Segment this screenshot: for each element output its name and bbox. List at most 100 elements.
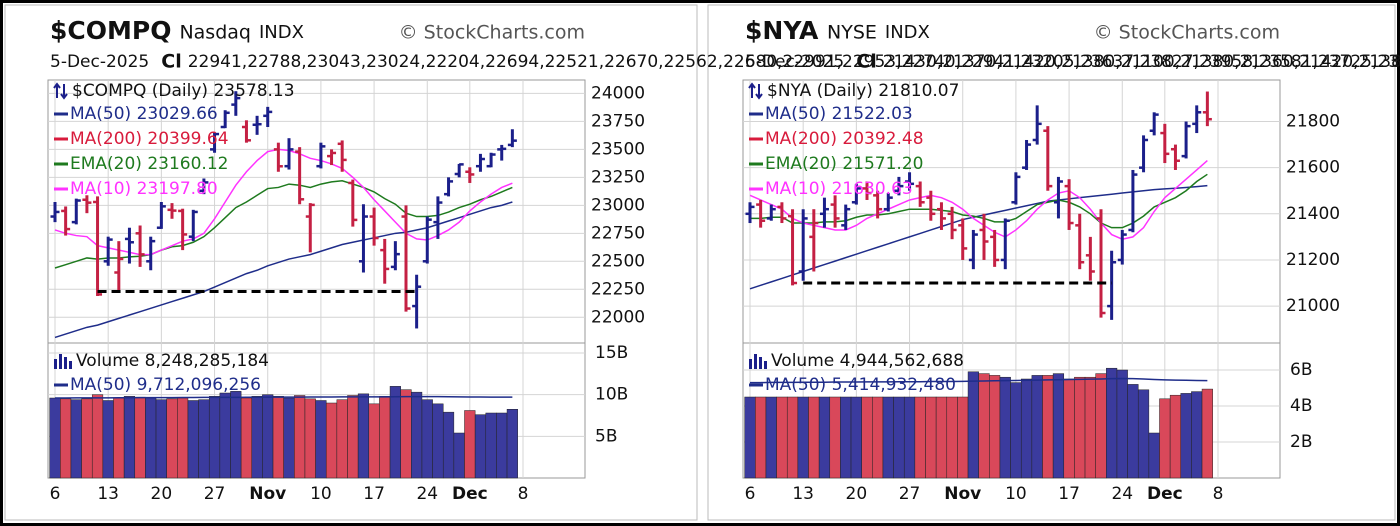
volume-tick-label: 6B [1290, 360, 1312, 380]
y-tick-label: 23000 [591, 195, 645, 215]
volume-bar [755, 396, 767, 479]
ma-line [749, 160, 1208, 240]
volume-ma-legend: MA(50) 9,712,096,256 [70, 375, 261, 395]
volume-bar [978, 373, 990, 479]
volume-ma-line [55, 395, 513, 399]
volume-bar [1074, 376, 1086, 479]
volume-bar [765, 396, 777, 479]
x-tick-label: 8 [518, 484, 529, 504]
volume-bar [400, 389, 412, 479]
y-tick-label: 23250 [591, 167, 645, 187]
close-label: Cl [856, 51, 876, 73]
x-tick-label: 20 [151, 484, 173, 504]
x-tick-label: 8 [1213, 484, 1224, 504]
volume-bar [496, 412, 508, 479]
y-tick-label: 23500 [591, 139, 645, 159]
volume-bar [1148, 432, 1160, 479]
volume-bar [999, 376, 1011, 479]
volume-bar [81, 398, 93, 479]
x-tick-label: 24 [1111, 484, 1133, 504]
legend-entry: EMA(20) 21571.20 [765, 154, 923, 174]
volume-bar [861, 396, 873, 479]
y-tick-label: 21600 [1286, 158, 1340, 178]
volume-bar [1169, 394, 1182, 479]
x-tick-label: 13 [792, 484, 814, 504]
volume-bar [411, 391, 423, 479]
index-name: Nasdaq [179, 22, 251, 44]
volume-legend: Volume 8,248,285,184 [76, 351, 269, 371]
legend-entry: MA(10) 21630.63 [765, 179, 913, 199]
y-tick-label: 22750 [591, 223, 645, 243]
date: 5-Dec-2025 [50, 52, 149, 72]
exchange: INDX [259, 22, 304, 43]
price-panel [47, 79, 586, 344]
volume-tick-label: 15B [595, 343, 628, 363]
y-tick-label: 22250 [591, 279, 645, 299]
price-panel [742, 79, 1281, 344]
volume-bar [957, 396, 969, 479]
x-tick-label: Nov [249, 484, 286, 504]
legend-entry: MA(50) 21522.03 [765, 104, 913, 124]
volume-bar [776, 396, 788, 479]
y-tick-label: 21800 [1286, 112, 1340, 132]
volume-bar [1052, 373, 1065, 479]
y-tick-label: 22500 [591, 251, 645, 271]
volume-bar [1180, 393, 1192, 479]
volume-bar [818, 396, 831, 479]
volume-bar [177, 397, 189, 479]
volume-bar [304, 398, 316, 479]
y-tick-label: 21400 [1286, 204, 1340, 224]
ma-line [54, 148, 513, 256]
x-tick-label: 6 [745, 484, 756, 504]
legend-icon [53, 82, 68, 100]
y-tick-label: 21000 [1286, 296, 1340, 316]
volume-bar [166, 398, 178, 479]
x-tick-label: 10 [310, 484, 332, 504]
volume-bar [797, 396, 809, 479]
volume-bar [474, 414, 487, 479]
volume-bar [251, 396, 263, 479]
volume-bar [70, 399, 82, 479]
volume-bar [1201, 388, 1213, 479]
volume-bar [442, 411, 455, 479]
volume-bar [946, 396, 958, 479]
volume-bar [893, 396, 905, 479]
ticker: $NYA [745, 16, 819, 45]
ma-line [749, 184, 1208, 290]
volume-bar [208, 396, 221, 479]
volume-bar [744, 396, 756, 479]
volume-bar [368, 403, 380, 479]
volume-legend: Volume 4,944,562,688 [771, 351, 964, 371]
legend-icon [748, 82, 763, 100]
volume-bar [1137, 389, 1150, 479]
legend-entry: MA(200) 20399.64 [70, 129, 229, 149]
ticker: $COMPQ [50, 16, 171, 45]
volume-bar [134, 396, 146, 479]
volume-bar [1042, 375, 1054, 479]
volume-bar [1063, 378, 1075, 479]
ma-line [54, 179, 513, 269]
volume-bar [272, 396, 284, 479]
x-tick-label: 24 [416, 484, 438, 504]
volume-bar [379, 396, 391, 479]
volume-bar [914, 396, 926, 479]
volume-bar [1106, 367, 1118, 479]
price-legend: $NYA (Daily) 21810.07 [767, 81, 959, 101]
close-label: Cl [161, 51, 181, 73]
volume-bar [230, 391, 242, 479]
volume-bar [389, 386, 401, 479]
volume-bar [347, 395, 359, 479]
volume-bar [102, 400, 114, 479]
y-tick-label: 24000 [591, 83, 645, 103]
volume-bar [325, 402, 338, 479]
date: 5-Dec-2025 [745, 52, 844, 72]
legend-entry: EMA(20) 23160.12 [70, 154, 228, 174]
volume-icon [749, 354, 767, 369]
volume-bar [421, 399, 433, 479]
volume-bar [49, 397, 61, 479]
volume-bar [1084, 376, 1096, 479]
volume-bar [294, 395, 306, 479]
volume-icon [54, 354, 72, 369]
close-value: 21430,21370,21420,21380,21100,21380,2136… [883, 52, 1400, 72]
